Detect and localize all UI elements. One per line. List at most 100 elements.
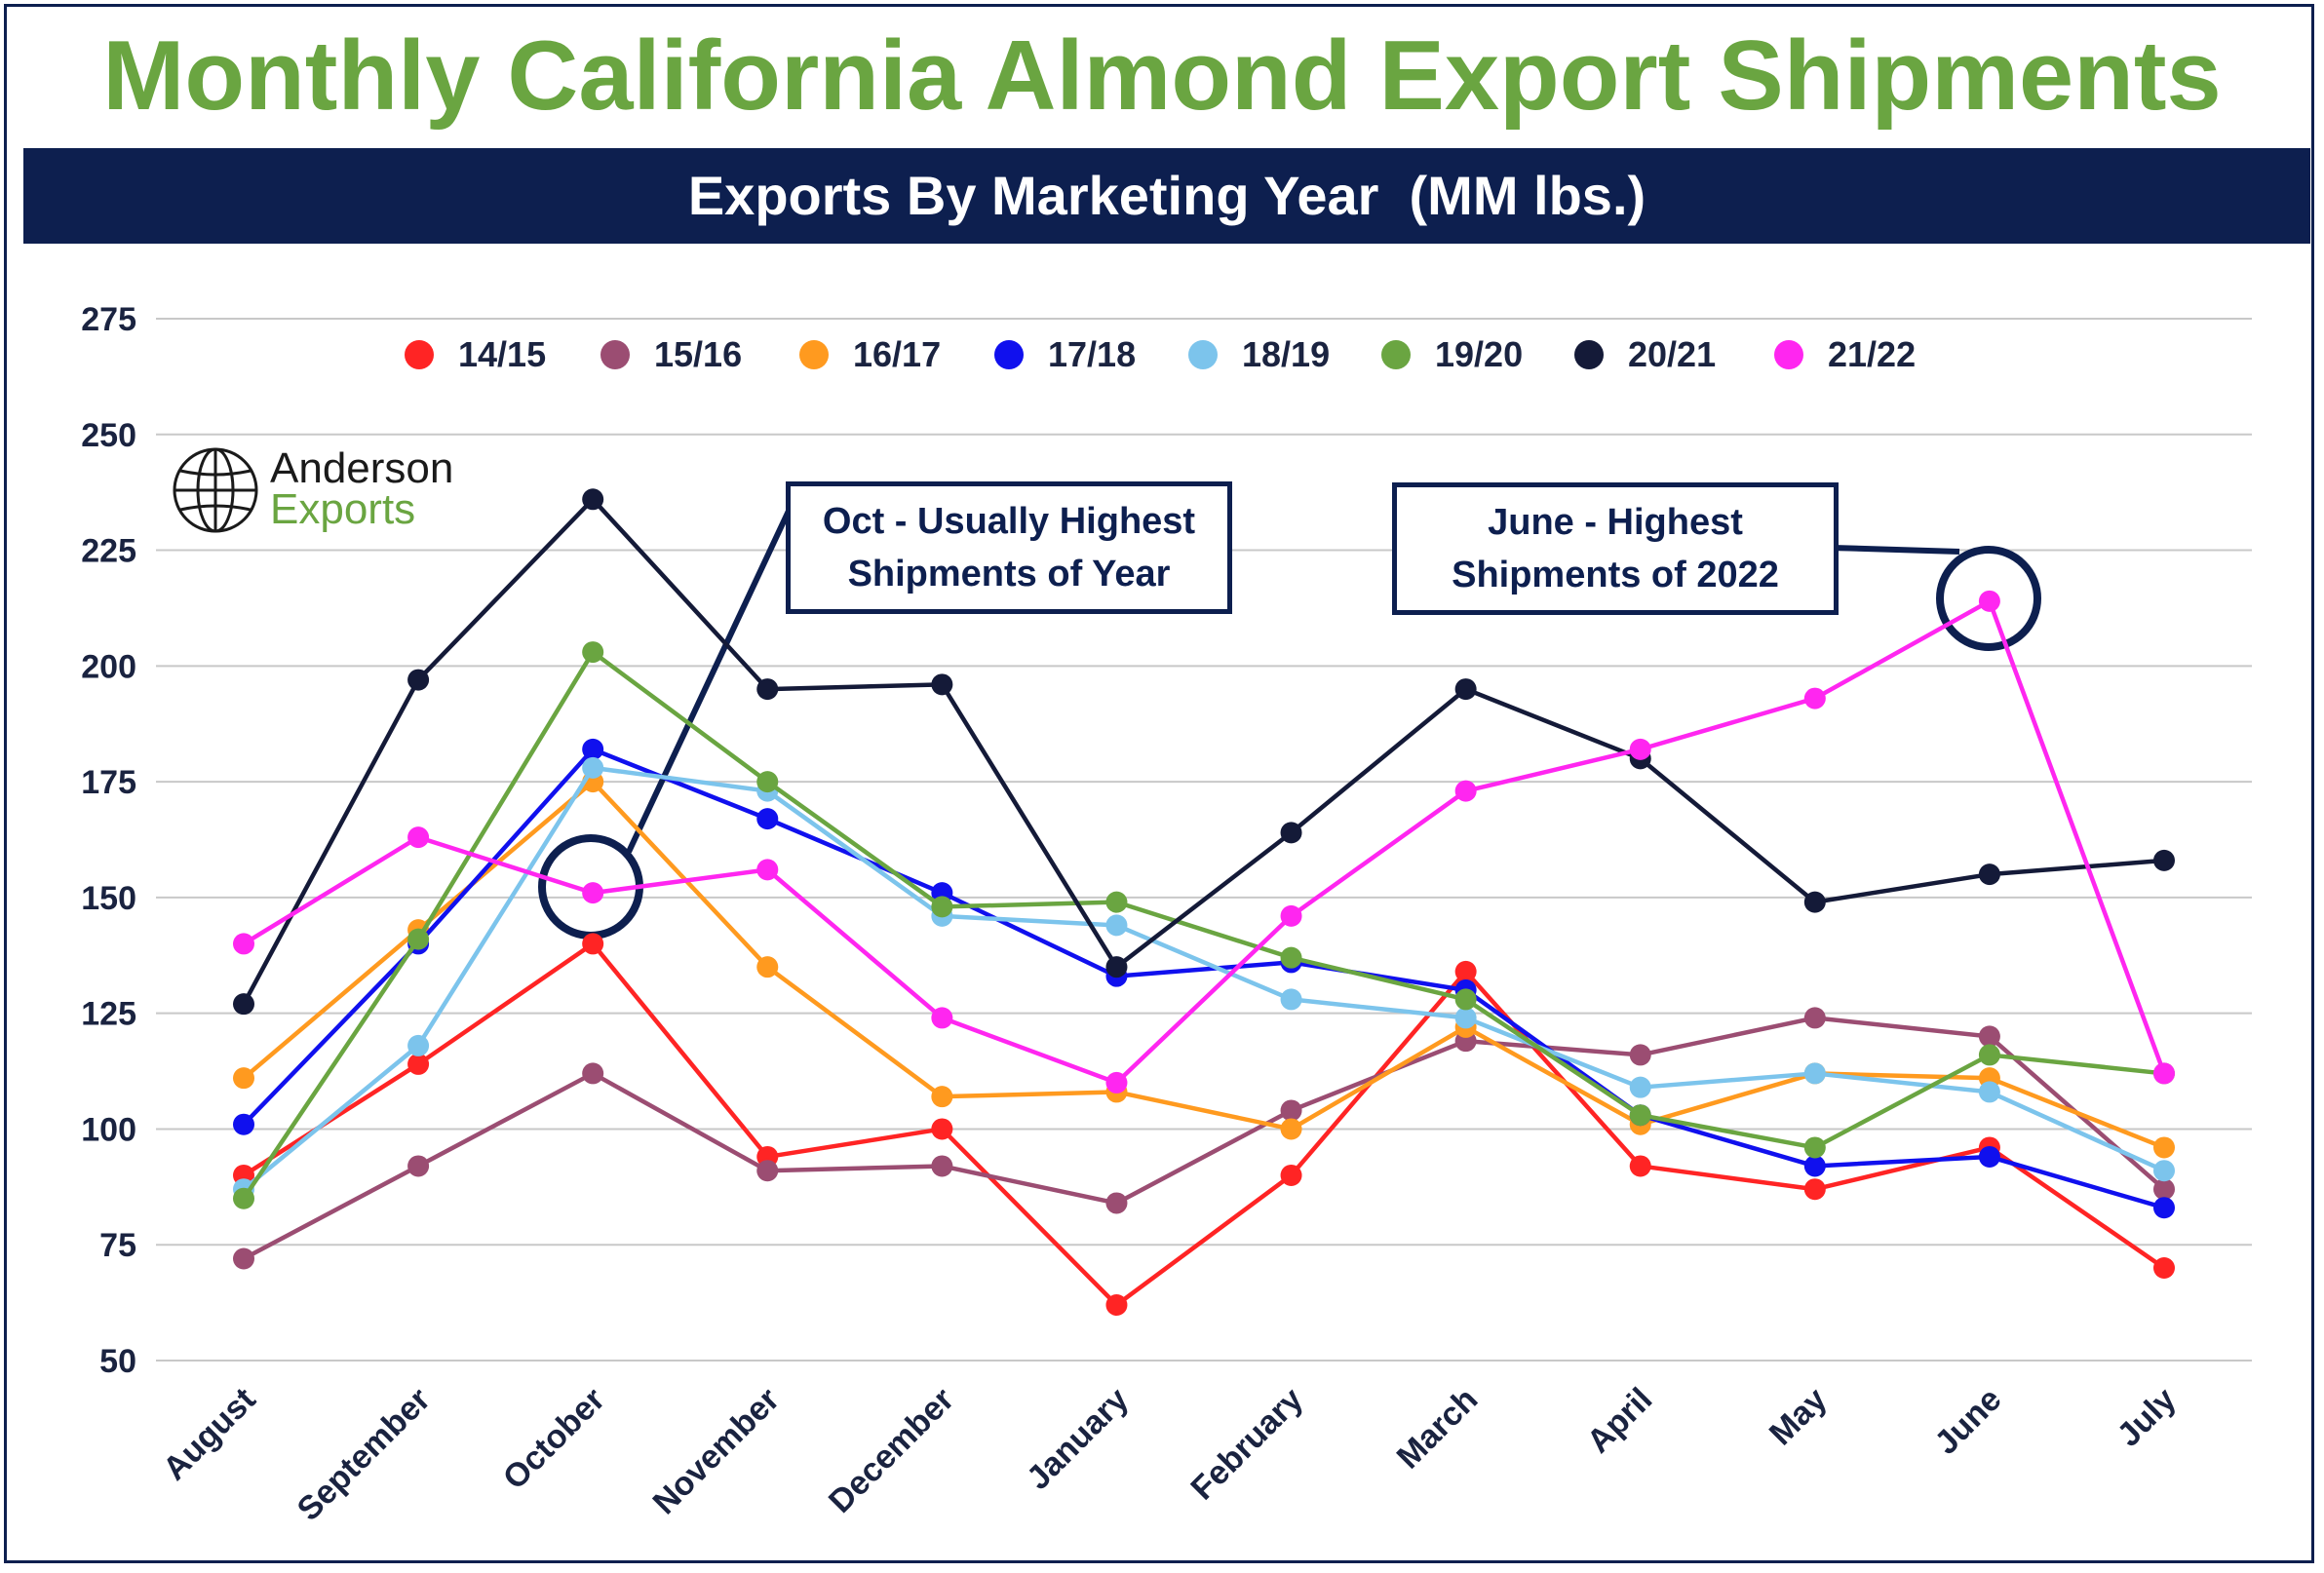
series-15-16: [233, 1007, 2175, 1270]
data-point: [1280, 904, 1302, 927]
subtitle-bar: Exports By Marketing Year (MM lbs.): [23, 148, 2310, 244]
x-tick-label: January: [1020, 1381, 1136, 1497]
data-point: [1454, 780, 1477, 802]
data-point: [1629, 1155, 1651, 1177]
data-point: [407, 1155, 430, 1177]
data-point: [2153, 849, 2175, 871]
data-point: [1803, 1007, 1826, 1029]
y-tick-label: 100: [81, 1111, 136, 1148]
data-point: [756, 1160, 779, 1182]
data-point: [931, 673, 953, 696]
x-tick-label: September: [290, 1381, 438, 1528]
data-point: [1280, 822, 1302, 844]
data-point: [1105, 1293, 1128, 1316]
data-point: [2153, 1160, 2175, 1182]
legend-item: 19/20: [1381, 334, 1523, 374]
data-point: [233, 1247, 254, 1270]
data-point: [582, 882, 604, 904]
data-point: [931, 1007, 953, 1029]
data-point: [582, 756, 604, 779]
y-tick-label: 175: [81, 764, 136, 801]
legend-label: 15/16: [654, 334, 742, 374]
y-tick-label: 250: [81, 417, 136, 454]
series-line: [242, 747, 2165, 1210]
legend-marker: [1381, 340, 1411, 369]
data-point: [2153, 1136, 2175, 1159]
data-point: [1105, 891, 1128, 913]
data-point: [931, 1155, 953, 1177]
legend-item: 21/22: [1774, 334, 1916, 374]
chart-subtitle: Exports By Marketing Year (MM lbs.): [687, 165, 1646, 226]
series-line: [242, 779, 2165, 1150]
data-point: [1629, 738, 1651, 760]
y-tick-label: 275: [81, 301, 136, 338]
data-point: [1105, 956, 1128, 978]
legend-item: 15/16: [600, 334, 742, 374]
callout-text-line: Shipments of 2022: [1452, 555, 1779, 595]
data-point: [1803, 687, 1826, 710]
data-point: [1629, 1076, 1651, 1098]
legend-label: 16/17: [853, 334, 941, 374]
data-point: [931, 1086, 953, 1108]
october-callout-connector: [626, 507, 793, 854]
x-axis-ticks: August September October November December Ja…: [156, 1381, 2184, 1528]
legend-item: 14/15: [405, 334, 546, 374]
series-lines: [233, 488, 2175, 1316]
data-point: [582, 933, 604, 955]
x-tick-label: July: [2111, 1381, 2184, 1454]
data-point: [1978, 1145, 2000, 1168]
legend-item: 16/17: [799, 334, 941, 374]
data-point: [233, 933, 254, 955]
legend-marker: [405, 340, 434, 369]
globe-icon: [173, 447, 258, 533]
data-point: [407, 826, 430, 849]
x-tick-label: May: [1762, 1381, 1835, 1453]
y-tick-label: 225: [81, 533, 136, 570]
legend-label: 14/15: [458, 334, 546, 374]
series-line: [242, 497, 2165, 1006]
data-point: [1280, 946, 1302, 969]
data-point: [1978, 863, 2000, 886]
legend-label: 18/19: [1242, 334, 1330, 374]
chart-frame: [4, 4, 2314, 1563]
legend-marker: [1574, 340, 1604, 369]
data-point: [1803, 1136, 1826, 1159]
x-tick-label: November: [645, 1381, 786, 1521]
legend-label: 20/21: [1628, 334, 1716, 374]
series-line: [242, 765, 2165, 1191]
legend-marker: [1188, 340, 1218, 369]
legend: 14/15 15/16 16/17 17/18 18/19 19/20 20/21 21/22: [405, 334, 1916, 374]
data-point: [233, 993, 254, 1016]
data-point: [233, 1113, 254, 1135]
data-point: [931, 1118, 953, 1140]
data-point: [1803, 891, 1826, 913]
legend-item: 17/18: [994, 334, 1136, 374]
data-point: [1454, 988, 1477, 1011]
data-point: [1629, 1044, 1651, 1066]
data-point: [1978, 1044, 2000, 1066]
data-point: [407, 1053, 430, 1075]
y-tick-label: 75: [99, 1227, 136, 1264]
data-point: [1280, 988, 1302, 1011]
data-point: [1803, 1178, 1826, 1201]
data-point: [233, 1187, 254, 1209]
y-tick-label: 50: [99, 1343, 136, 1380]
data-point: [756, 956, 779, 978]
data-point: [1105, 1192, 1128, 1214]
data-point: [931, 896, 953, 918]
data-point: [756, 771, 779, 793]
data-point: [1978, 1081, 2000, 1103]
series-17-18: [233, 738, 2175, 1219]
data-point: [1978, 590, 2000, 612]
callout-text-line: Oct - Usually Highest: [822, 501, 1196, 542]
x-tick-label: December: [822, 1381, 961, 1520]
logo-subname: Exports: [270, 485, 416, 533]
data-point: [582, 488, 604, 511]
data-point: [756, 808, 779, 830]
data-point: [1803, 1062, 1826, 1085]
data-point: [582, 1062, 604, 1085]
data-point: [1454, 678, 1477, 701]
x-tick-label: June: [1928, 1381, 2009, 1462]
data-point: [1105, 914, 1128, 937]
data-point: [1978, 1025, 2000, 1048]
